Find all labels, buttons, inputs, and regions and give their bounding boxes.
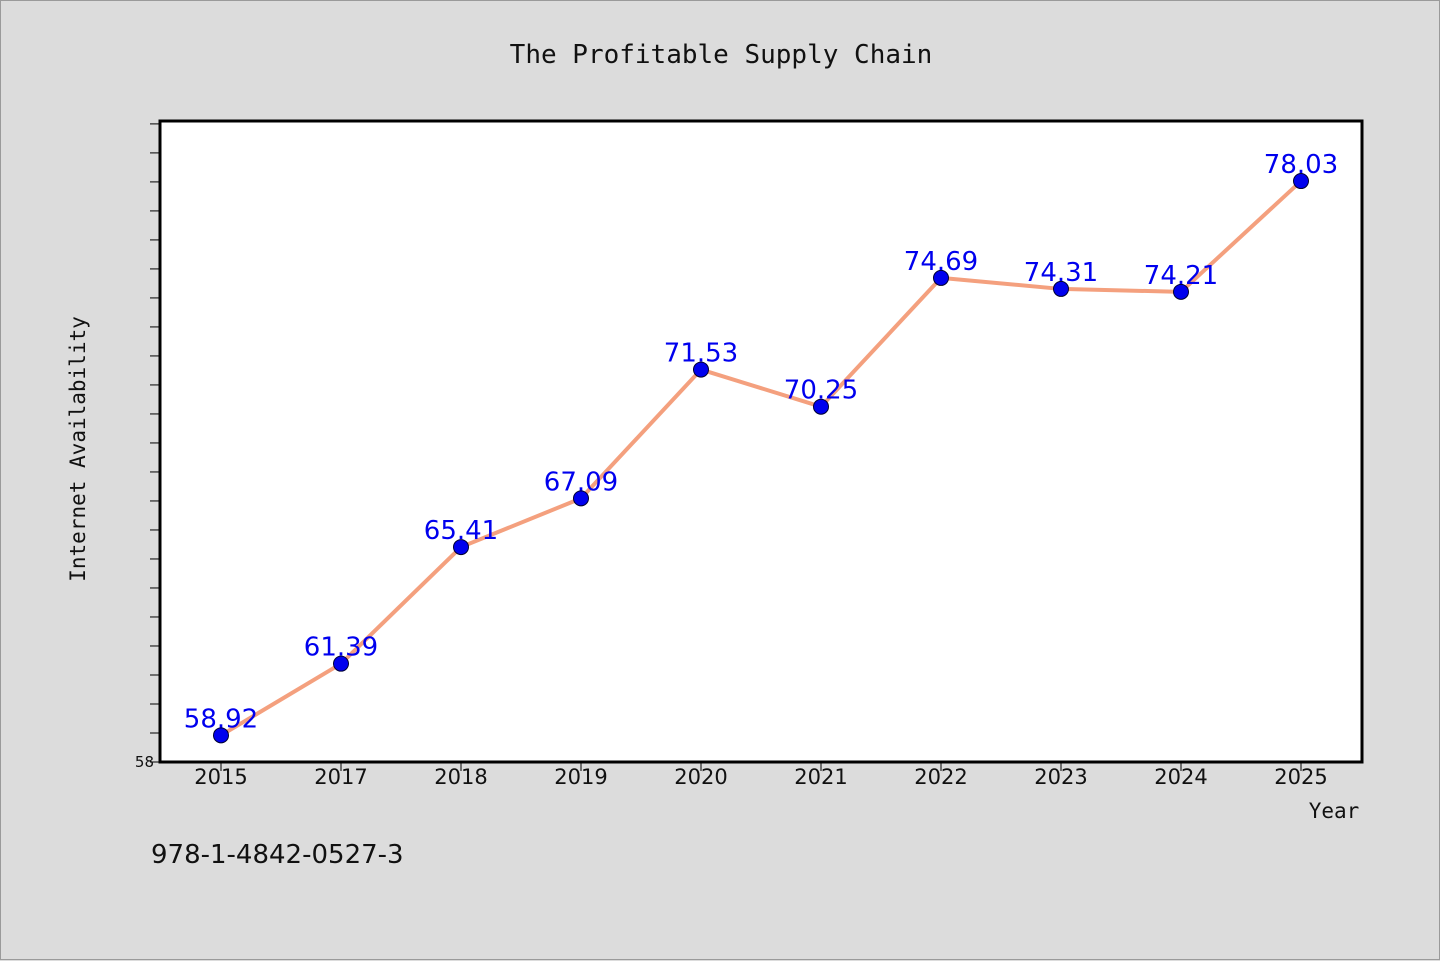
data-label: 71.53 <box>664 339 738 369</box>
chart-title: The Profitable Supply Chain <box>510 40 933 70</box>
x-tick-label: 2023 <box>1034 765 1087 789</box>
y-tick-label: 58 <box>135 753 154 771</box>
data-label: 78.03 <box>1264 150 1338 180</box>
data-point <box>333 655 349 672</box>
data-point <box>453 539 469 556</box>
x-tick-label: 2025 <box>1274 765 1327 789</box>
x-tick-label: 2021 <box>794 765 847 789</box>
series-group: 58.92 61.39 65.41 67.09 71.53 70.25 74.69 74.31… <box>184 150 1338 744</box>
data-label: 61.39 <box>304 633 378 663</box>
data-point <box>693 361 709 378</box>
isbn-text: 978-1-4842-0527-3 <box>151 840 404 870</box>
data-point <box>1053 280 1069 297</box>
x-tick-label: 2022 <box>914 765 967 789</box>
x-axis-ticks: 2015 2017 2018 2019 2020 2021 2022 2023 2024 2025 <box>194 762 1328 789</box>
data-label: 58.92 <box>184 704 258 734</box>
data-label: 74.21 <box>1144 261 1218 291</box>
x-tick-label: 2024 <box>1154 765 1207 789</box>
data-point <box>933 269 949 286</box>
data-point <box>1173 283 1189 300</box>
series-line <box>219 179 1303 738</box>
data-point <box>573 490 589 507</box>
data-point <box>1293 173 1309 190</box>
x-tick-label: 2017 <box>314 765 367 789</box>
data-point <box>813 398 829 415</box>
plot-area <box>158 119 1364 764</box>
x-axis-label: Year <box>1309 799 1360 823</box>
data-label: 65.41 <box>424 516 498 546</box>
data-label: 74.31 <box>1024 258 1098 288</box>
x-tick-label: 2019 <box>554 765 607 789</box>
y-axis-label: Internet Availability <box>66 316 90 582</box>
y-axis-ticks: 58 <box>135 123 160 771</box>
data-label: 67.09 <box>544 467 618 497</box>
x-tick-label: 2015 <box>194 765 247 789</box>
x-tick-label: 2018 <box>434 765 487 789</box>
data-label: 74.69 <box>904 247 978 277</box>
x-tick-label: 2020 <box>674 765 727 789</box>
data-point <box>213 727 229 744</box>
data-label: 70.25 <box>784 376 858 406</box>
